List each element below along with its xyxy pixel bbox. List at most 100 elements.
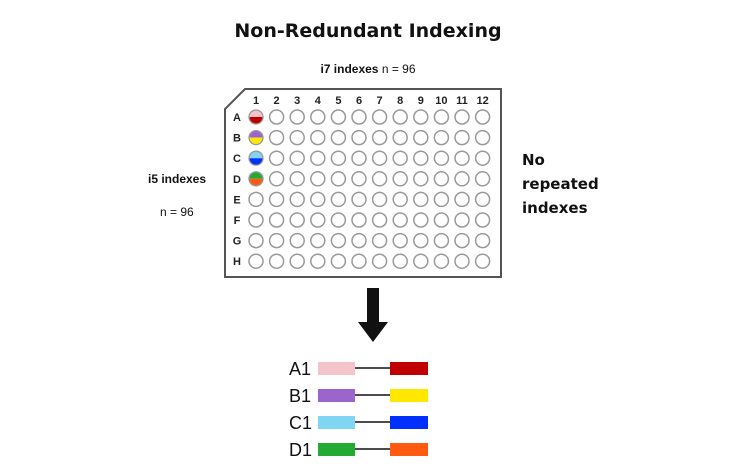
- well-D4: [310, 171, 326, 187]
- well-C7: [371, 150, 388, 166]
- i7-label: i7 indexes n = 96: [0, 62, 736, 76]
- well-C11: [454, 150, 470, 166]
- well-B9: [413, 129, 429, 146]
- well-D2: [268, 171, 285, 187]
- well-D8: [392, 171, 408, 187]
- column-label: 7: [377, 95, 383, 107]
- row-label: A: [233, 112, 241, 124]
- index-pair: A1: [289, 359, 428, 379]
- well-G8: [392, 232, 408, 249]
- i5-bar: [318, 389, 355, 402]
- note-line: No: [522, 151, 545, 169]
- well-G5: [330, 232, 347, 249]
- well-E5: [330, 191, 347, 208]
- well-C6: [351, 150, 367, 166]
- no-repeated-note: No repeated indexes: [522, 148, 599, 220]
- well-H1: [248, 253, 264, 269]
- well-G11: [454, 232, 470, 249]
- i7-bar: [390, 362, 428, 375]
- i5-count: n = 96: [160, 205, 194, 219]
- i5-bar: [318, 362, 355, 375]
- row-label: C: [233, 153, 241, 165]
- well-B8: [392, 129, 408, 146]
- i7-bar: [390, 389, 428, 402]
- filled-well-D1: [248, 171, 264, 187]
- filled-well-C1: [248, 150, 264, 166]
- well-E6: [351, 191, 367, 208]
- well-E10: [433, 191, 450, 208]
- well-H7: [371, 253, 388, 269]
- well-G7: [371, 232, 388, 249]
- well-C3: [289, 150, 305, 166]
- column-label: 6: [356, 95, 362, 107]
- well-A10: [433, 109, 450, 125]
- well-A11: [454, 109, 470, 125]
- i7-count: n = 96: [381, 62, 416, 76]
- well-C5: [330, 150, 347, 166]
- well-F11: [454, 212, 470, 228]
- well-F8: [392, 212, 408, 228]
- well-G6: [351, 232, 367, 249]
- well-G2: [268, 232, 285, 249]
- well-B2: [268, 129, 285, 146]
- well-H3: [289, 253, 305, 269]
- index-pair: D1: [289, 440, 428, 460]
- filled-well-B1: [248, 129, 264, 146]
- well-D3: [289, 171, 305, 187]
- column-label: 3: [294, 95, 300, 107]
- i5-label: i5 indexes: [148, 172, 207, 186]
- well-F5: [330, 212, 347, 228]
- column-label: 4: [315, 95, 322, 107]
- well-E2: [268, 191, 285, 208]
- well-B4: [310, 129, 326, 146]
- column-label: 5: [335, 95, 341, 107]
- well-A9: [413, 109, 429, 125]
- well-D5: [330, 171, 347, 187]
- well-A2: [268, 109, 285, 125]
- pair-label: B1: [289, 386, 311, 406]
- well-G9: [413, 232, 429, 249]
- column-label: 1: [253, 95, 259, 107]
- well-C12: [474, 150, 491, 166]
- well-D12: [474, 171, 491, 187]
- pair-label: A1: [289, 359, 311, 379]
- well-A5: [330, 109, 347, 125]
- well-E9: [413, 191, 429, 208]
- row-label: H: [233, 256, 241, 268]
- well-F12: [474, 212, 491, 228]
- i7-bar: [390, 416, 428, 429]
- well-D11: [454, 171, 470, 187]
- well-A7: [371, 109, 388, 125]
- i5-bar: [318, 443, 355, 456]
- well-E1: [248, 191, 264, 208]
- well-E7: [371, 191, 388, 208]
- filled-well-A1: [248, 109, 264, 125]
- well-H10: [433, 253, 450, 269]
- well-D6: [351, 171, 367, 187]
- well-F9: [413, 212, 429, 228]
- well-C4: [310, 150, 326, 166]
- row-label: G: [233, 236, 242, 248]
- well-A6: [351, 109, 367, 125]
- column-label: 10: [435, 95, 447, 107]
- well-D10: [433, 171, 450, 187]
- well-E8: [392, 191, 408, 208]
- well-B6: [351, 129, 367, 146]
- down-arrow-icon: [358, 288, 388, 342]
- well-B3: [289, 129, 305, 146]
- well-B12: [474, 129, 491, 146]
- well-B7: [371, 129, 388, 146]
- i5-bar: [318, 416, 355, 429]
- well-C10: [433, 150, 450, 166]
- well-E11: [454, 191, 470, 208]
- well-H6: [351, 253, 367, 269]
- well-H2: [268, 253, 285, 269]
- well-C8: [392, 150, 408, 166]
- index-pair: B1: [289, 386, 428, 406]
- row-label: B: [233, 133, 241, 145]
- well-G4: [310, 232, 326, 249]
- row-label: E: [233, 194, 240, 206]
- well-F7: [371, 212, 388, 228]
- well-G3: [289, 232, 305, 249]
- pair-label: C1: [289, 413, 312, 433]
